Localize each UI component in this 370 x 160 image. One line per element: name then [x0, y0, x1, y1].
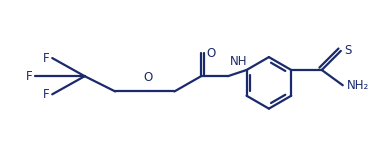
- Text: F: F: [43, 52, 49, 64]
- Text: F: F: [43, 88, 49, 101]
- Text: S: S: [345, 44, 352, 57]
- Text: NH: NH: [230, 55, 247, 68]
- Text: F: F: [26, 70, 32, 83]
- Text: NH₂: NH₂: [347, 79, 369, 92]
- Text: O: O: [206, 47, 215, 60]
- Text: O: O: [143, 71, 152, 84]
